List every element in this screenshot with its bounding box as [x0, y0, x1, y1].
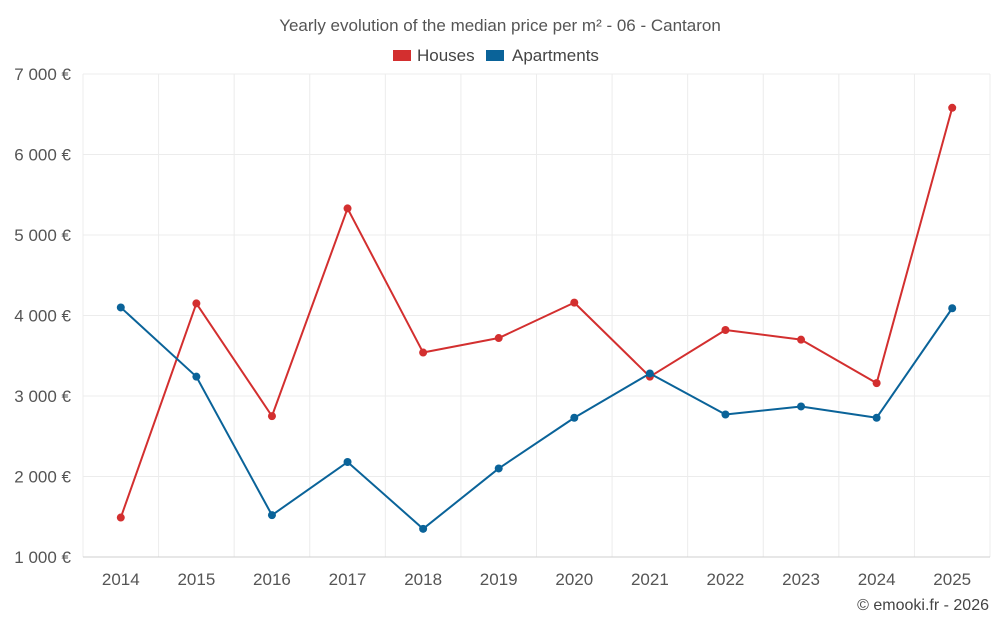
apartments-point-2016[interactable] [267, 511, 276, 520]
x-tick-label: 2024 [858, 570, 896, 589]
apartments-point-2018[interactable] [419, 524, 428, 533]
houses-point-2018[interactable] [419, 348, 428, 357]
y-tick-label: 4 000 € [14, 307, 71, 326]
apartments-point-2021[interactable] [645, 369, 654, 378]
series-houses [116, 103, 957, 522]
y-tick-label: 6 000 € [14, 146, 71, 165]
x-tick-label: 2016 [253, 570, 291, 589]
houses-point-2017[interactable] [343, 204, 352, 213]
legend[interactable]: Houses Apartments [393, 46, 599, 65]
series [116, 103, 957, 533]
x-tick-label: 2022 [707, 570, 745, 589]
houses-point-2022[interactable] [721, 325, 730, 334]
y-axis: 1 000 € 2 000 € 3 000 € 4 000 € 5 000 € 6 000… [14, 65, 71, 567]
x-tick-label: 2021 [631, 570, 669, 589]
houses-point-2023[interactable] [797, 335, 806, 344]
x-axis: 2014 2015 2016 2017 2018 2019 2020 2021 2022 2023… [102, 570, 971, 589]
credit-text: © emooki.fr - 2026 [857, 597, 989, 614]
apartments-point-2022[interactable] [721, 410, 730, 419]
apartments-point-2017[interactable] [343, 458, 352, 467]
legend-swatch-houses [393, 50, 411, 61]
x-tick-label: 2019 [480, 570, 518, 589]
apartments-point-2024[interactable] [872, 413, 881, 422]
houses-point-2015[interactable] [192, 299, 201, 308]
houses-point-2024[interactable] [872, 379, 881, 388]
y-tick-label: 3 000 € [14, 387, 71, 406]
apartments-line [120, 306, 954, 530]
x-tick-label: 2015 [177, 570, 215, 589]
x-tick-label: 2023 [782, 570, 820, 589]
y-tick-label: 2 000 € [14, 468, 71, 487]
legend-swatch-apartments [486, 50, 504, 61]
x-tick-label: 2025 [933, 570, 971, 589]
x-tick-label: 2017 [329, 570, 367, 589]
grid [82, 73, 991, 558]
apartments-point-2019[interactable] [494, 464, 503, 473]
y-tick-label: 1 000 € [14, 548, 71, 567]
apartments-point-2025[interactable] [948, 304, 957, 313]
apartments-point-2015[interactable] [192, 372, 201, 381]
apartments-point-2023[interactable] [797, 402, 806, 411]
houses-point-2014[interactable] [116, 513, 125, 522]
houses-point-2025[interactable] [948, 103, 957, 112]
houses-point-2020[interactable] [570, 298, 579, 307]
series-apartments [116, 303, 957, 533]
legend-label-apartments: Apartments [512, 46, 599, 65]
x-tick-label: 2020 [555, 570, 593, 589]
houses-point-2016[interactable] [267, 412, 276, 421]
legend-item-houses[interactable]: Houses [393, 46, 475, 65]
legend-label-houses: Houses [417, 46, 475, 65]
legend-item-apartments[interactable]: Apartments [486, 46, 599, 65]
chart-title: Yearly evolution of the median price per… [279, 16, 721, 35]
y-tick-label: 7 000 € [14, 65, 71, 84]
y-tick-label: 5 000 € [14, 226, 71, 245]
apartments-point-2014[interactable] [116, 303, 125, 312]
apartments-point-2020[interactable] [570, 413, 579, 422]
houses-point-2019[interactable] [494, 334, 503, 343]
houses-line [119, 107, 954, 518]
x-tick-label: 2018 [404, 570, 442, 589]
x-tick-label: 2014 [102, 570, 140, 589]
